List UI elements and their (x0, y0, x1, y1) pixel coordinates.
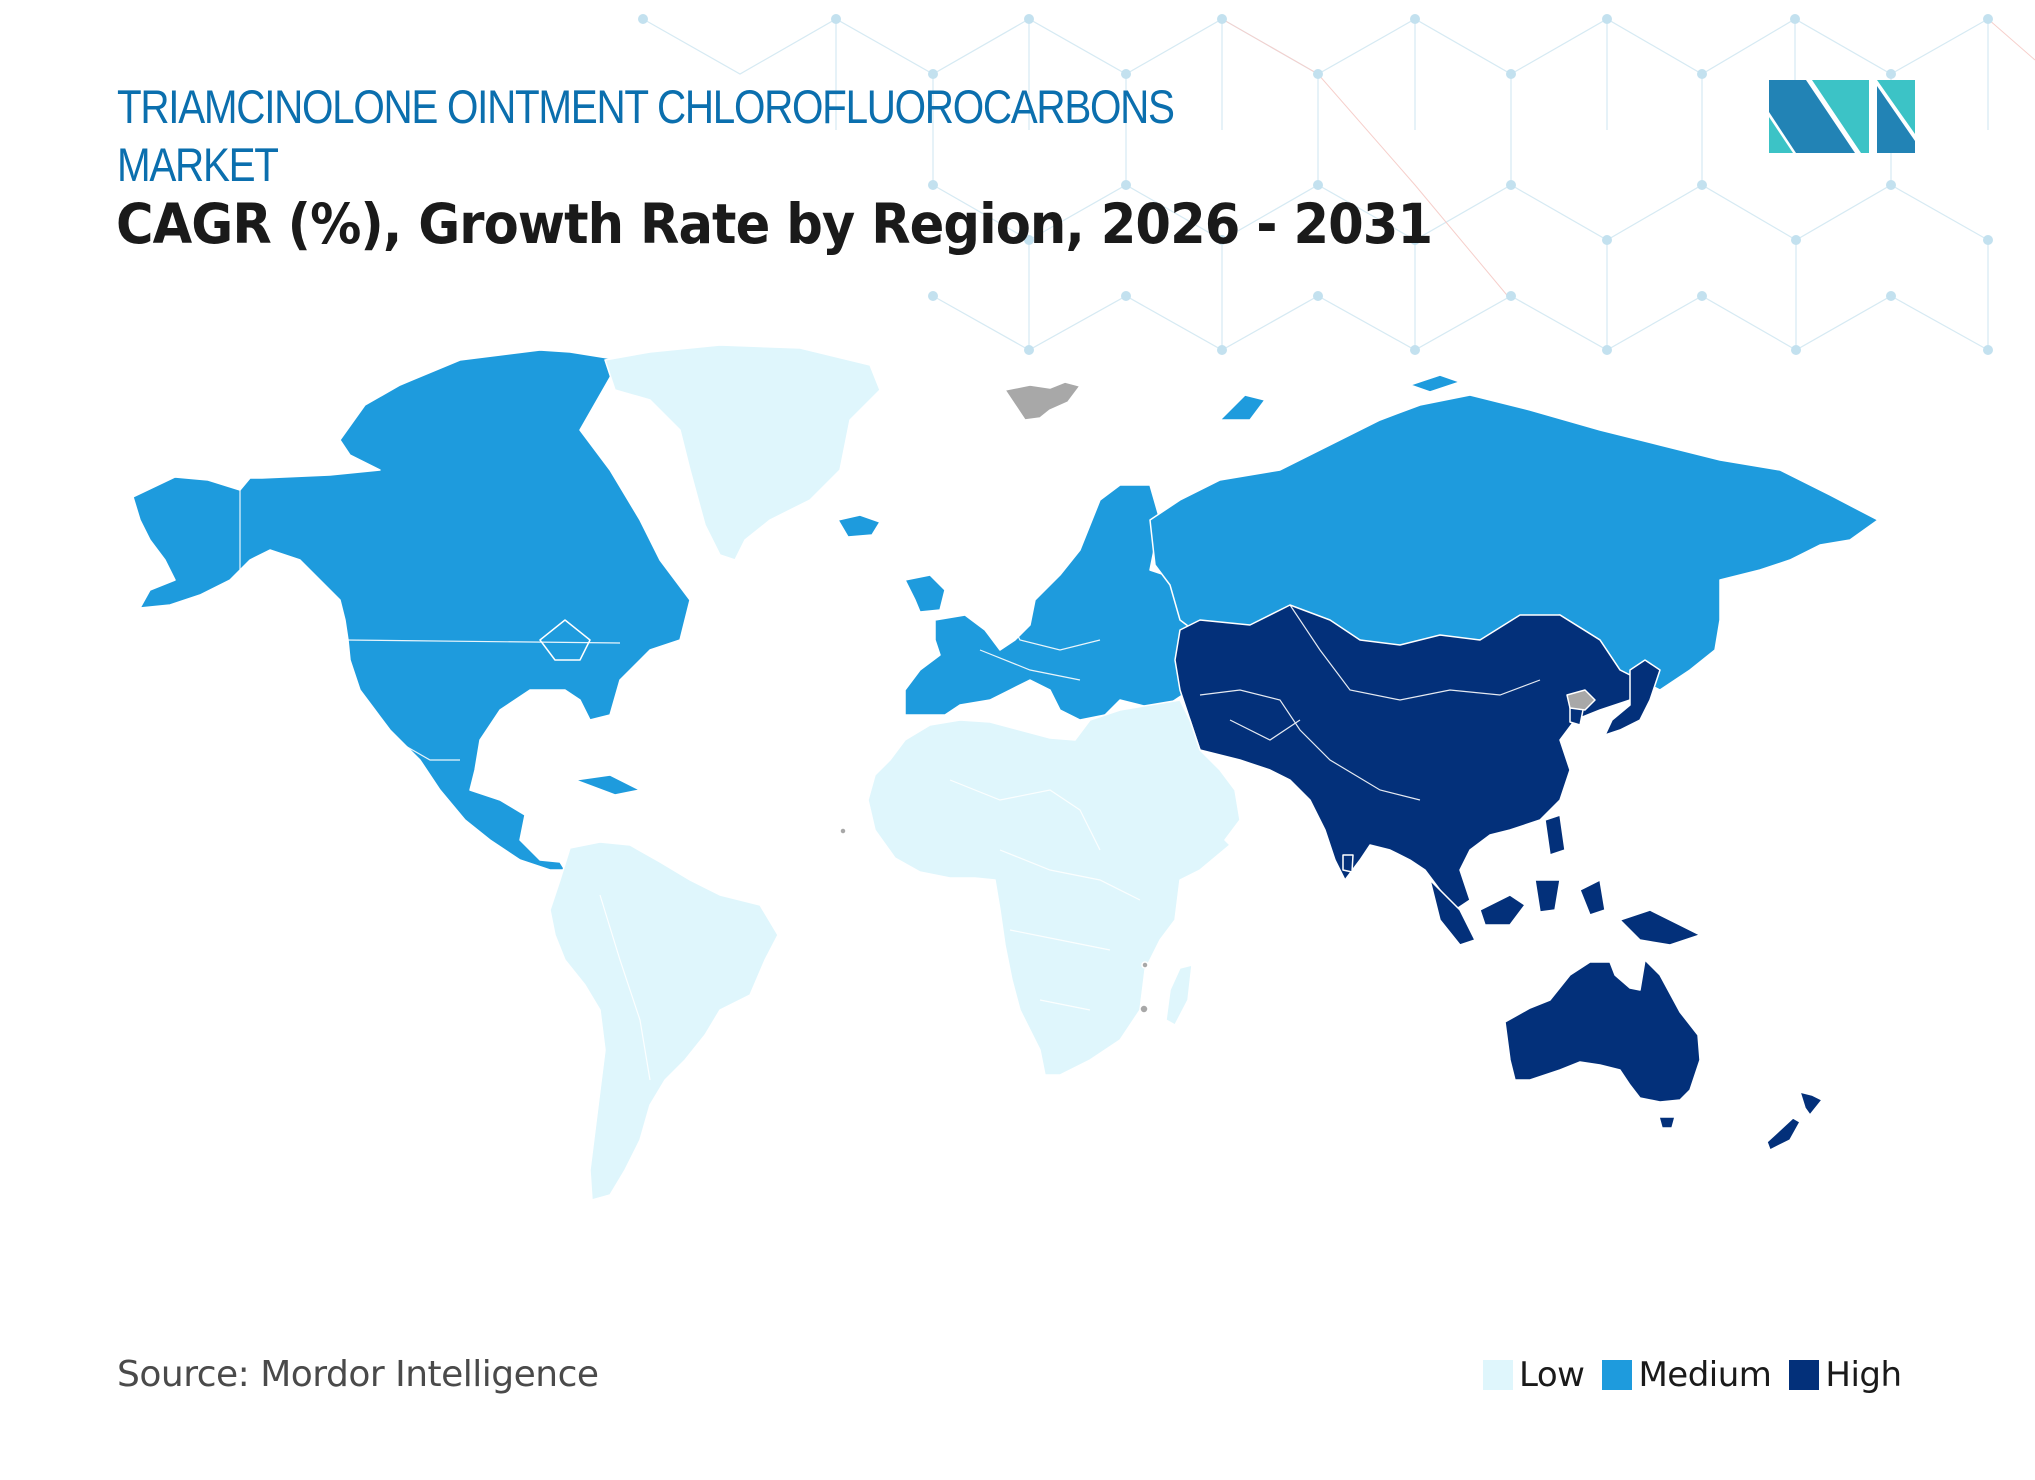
legend-label-medium: Medium (1638, 1355, 1772, 1395)
legend-swatch-high (1789, 1360, 1820, 1390)
legend-swatch-low (1483, 1360, 1513, 1390)
mordor-intelligence-logo-icon (1769, 80, 1915, 153)
region-europe[interactable] (904, 484, 1211, 721)
region-no-data-svalbard (1004, 381, 1081, 421)
legend-swatch-medium (1602, 1360, 1633, 1390)
source-label: Source: Mordor Intelligence (117, 1354, 599, 1395)
chart-title: TRIAMCINOLONE OINTMENT CHLOROFLUOROCARBO… (117, 78, 1235, 194)
legend-item-low: Low (1483, 1355, 1585, 1395)
legend: Low Medium High (1483, 1355, 1920, 1395)
legend-item-high: High (1789, 1355, 1902, 1395)
legend-label-low: Low (1519, 1355, 1585, 1395)
chart-title-line2: MARKET (117, 138, 279, 191)
legend-item-medium: Medium (1602, 1355, 1772, 1395)
legend-label-high: High (1825, 1355, 1902, 1395)
chart-title-line1: TRIAMCINOLONE OINTMENT CHLOROFLUOROCARBO… (117, 80, 1175, 133)
region-greenland[interactable] (604, 344, 881, 561)
region-no-data-north-korea (1566, 689, 1596, 711)
region-south-america[interactable] (549, 841, 779, 1201)
region-oceania[interactable] (1504, 959, 1701, 1103)
chart-subtitle: CAGR (%), Growth Rate by Region, 2026 - … (116, 192, 1433, 256)
background-network-pattern (638, 14, 2035, 355)
region-north-america[interactable] (132, 349, 691, 871)
region-middle-east-africa[interactable] (867, 699, 1241, 1076)
region-asia-pacific[interactable] (1174, 604, 1641, 911)
